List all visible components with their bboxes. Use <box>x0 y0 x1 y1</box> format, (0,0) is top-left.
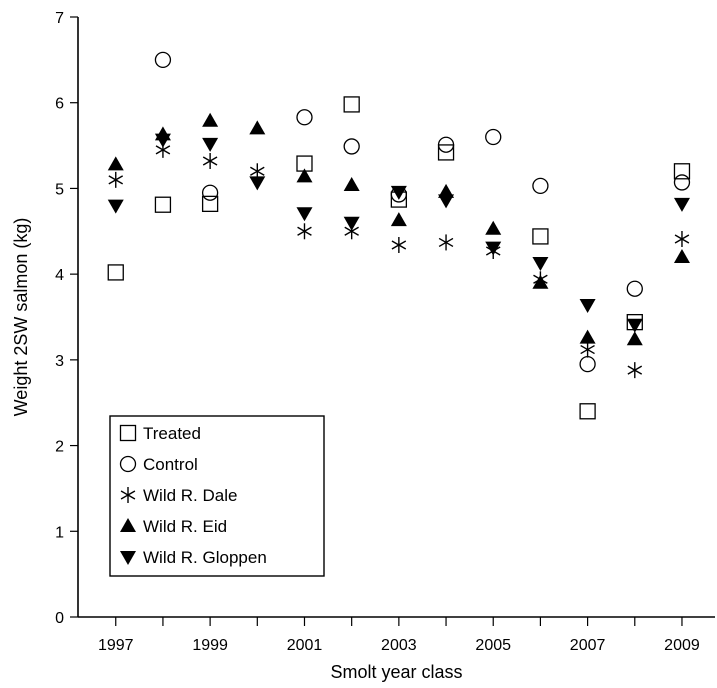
point-treated <box>673 163 691 180</box>
legend-label: Wild R. Gloppen <box>143 548 267 567</box>
legend-label: Wild R. Eid <box>143 517 227 536</box>
point-wild-r-gloppen <box>579 299 596 313</box>
point-wild-r-gloppen <box>485 241 502 256</box>
legend-box <box>109 415 325 577</box>
point-control <box>532 177 549 195</box>
legend-marker <box>119 424 137 442</box>
point-control <box>485 128 502 146</box>
point-control <box>154 51 172 69</box>
point-wild-r-eid <box>438 183 455 198</box>
point-wild-r-gloppen <box>438 194 455 209</box>
legend-label: Treated <box>143 424 201 443</box>
point-wild-r-eid <box>390 212 407 227</box>
point-wild-r-gloppen <box>202 137 219 152</box>
point-control <box>673 174 691 191</box>
point-control <box>579 355 596 373</box>
data-points <box>107 51 691 420</box>
point-wild-r-eid <box>343 177 360 191</box>
point-wild-r-eid <box>626 331 643 346</box>
point-treated <box>201 195 219 213</box>
y-tick-label: 4 <box>55 267 64 284</box>
legend-marker <box>120 551 136 565</box>
x-tick-label: 2001 <box>287 637 323 654</box>
legend-label: Wild R. Dale <box>143 486 237 505</box>
point-wild-r-dale <box>202 153 218 169</box>
x-tick-label: 1999 <box>192 637 228 654</box>
point-wild-r-gloppen <box>107 199 124 214</box>
point-wild-r-eid <box>249 120 266 135</box>
point-wild-r-gloppen <box>532 257 549 271</box>
point-wild-r-gloppen <box>154 133 171 148</box>
point-wild-r-eid <box>107 156 124 171</box>
point-treated <box>579 403 596 420</box>
point-wild-r-eid <box>532 274 549 289</box>
y-tick-label: 1 <box>55 524 64 541</box>
point-treated <box>343 96 360 113</box>
point-wild-r-dale <box>674 231 690 247</box>
point-treated <box>154 196 172 213</box>
point-wild-r-eid <box>296 168 313 183</box>
point-wild-r-dale <box>580 341 595 358</box>
y-tick-label: 6 <box>55 96 64 113</box>
legend-label: Control <box>143 455 198 474</box>
y-axis-title: Weight 2SW salmon (kg) <box>11 218 31 417</box>
point-wild-r-eid <box>485 220 502 235</box>
point-control <box>201 184 219 201</box>
legend-marker <box>120 487 136 503</box>
point-wild-r-eid <box>202 112 219 127</box>
x-tick-label: 2009 <box>664 637 700 654</box>
point-wild-r-dale <box>391 237 407 253</box>
y-tick-label: 0 <box>55 610 64 627</box>
point-wild-r-gloppen <box>296 207 313 222</box>
x-tick-label: 1997 <box>98 637 134 654</box>
x-tick-label: 2007 <box>570 637 606 654</box>
legend-marker <box>119 455 137 473</box>
point-control <box>437 136 455 153</box>
point-wild-r-gloppen <box>343 216 360 231</box>
point-wild-r-dale <box>297 223 312 240</box>
point-wild-r-gloppen <box>249 176 266 191</box>
point-treated <box>532 228 549 245</box>
point-wild-r-dale <box>438 234 454 251</box>
point-wild-r-dale <box>108 171 124 188</box>
point-wild-r-gloppen <box>390 185 407 200</box>
point-wild-r-dale <box>627 362 643 379</box>
point-control <box>343 138 360 155</box>
point-wild-r-gloppen <box>626 318 643 333</box>
y-tick-label: 2 <box>55 439 64 456</box>
point-control <box>296 109 313 126</box>
point-wild-r-eid <box>673 249 690 263</box>
point-wild-r-eid <box>579 329 596 344</box>
y-tick-label: 3 <box>55 353 64 370</box>
x-tick-label: 2003 <box>381 637 417 654</box>
y-tick-label: 7 <box>55 10 64 27</box>
x-axis-title: Smolt year class <box>330 662 462 682</box>
point-control <box>626 280 643 297</box>
y-tick-label: 5 <box>55 181 64 198</box>
legend-marker <box>120 518 136 532</box>
x-tick-label: 2005 <box>475 637 511 654</box>
point-wild-r-gloppen <box>673 197 690 212</box>
point-treated <box>107 264 124 281</box>
legend: Treated Control Wild R. Dale Wild R. Eid Wil… <box>109 415 325 577</box>
